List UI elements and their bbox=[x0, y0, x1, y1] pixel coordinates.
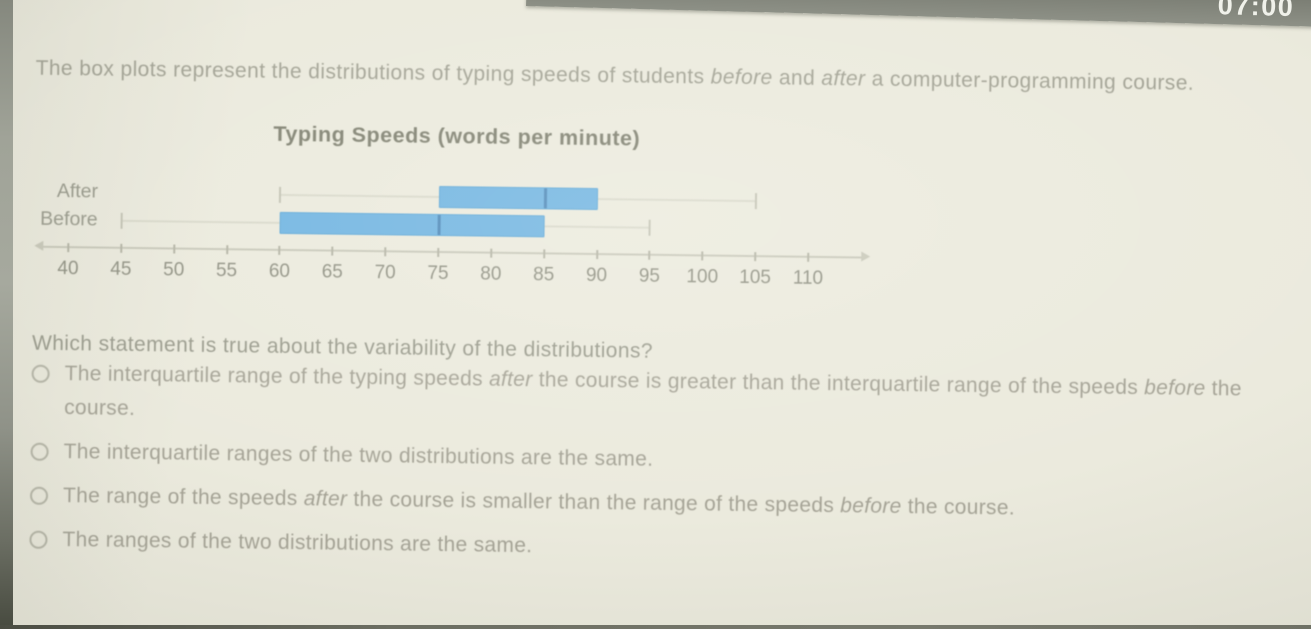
answer-option-label: The interquartile ranges of the two dist… bbox=[63, 440, 654, 471]
answer-option-3[interactable]: The range of the speeds after the course… bbox=[29, 479, 1270, 529]
answer-option-2[interactable]: The interquartile ranges of the two dist… bbox=[30, 435, 1270, 485]
axis-tick-100 bbox=[701, 251, 704, 261]
axis-tick-95 bbox=[648, 250, 651, 260]
radio-button[interactable] bbox=[29, 486, 49, 505]
median-line-after bbox=[543, 188, 547, 209]
whisker-cap-max-before bbox=[648, 219, 652, 236]
axis-tick-55 bbox=[225, 245, 228, 255]
axis-label-40: 40 bbox=[57, 257, 79, 280]
axis-tick-110 bbox=[807, 252, 810, 262]
axis-label-80: 80 bbox=[480, 263, 502, 285]
photo-left-edge bbox=[0, 0, 13, 629]
axis-tick-50 bbox=[172, 244, 176, 254]
axis-label-100: 100 bbox=[686, 266, 719, 288]
axis-label-110: 110 bbox=[792, 267, 824, 290]
axis-label-60: 60 bbox=[268, 260, 291, 283]
axis-tick-80 bbox=[490, 248, 493, 258]
axis-tick-45 bbox=[120, 243, 123, 253]
axis-label-95: 95 bbox=[638, 265, 661, 287]
radio-button[interactable] bbox=[29, 530, 48, 549]
median-line-before bbox=[437, 214, 441, 235]
box-after bbox=[438, 185, 598, 211]
radio-button[interactable] bbox=[31, 364, 50, 383]
radio-button[interactable] bbox=[30, 442, 49, 461]
axis-label-45: 45 bbox=[110, 258, 132, 280]
x-axis-left-arrow bbox=[34, 240, 44, 251]
series-label-after: After bbox=[56, 179, 99, 203]
axis-tick-40 bbox=[67, 243, 70, 253]
axis-tick-105 bbox=[754, 252, 757, 262]
answer-option-label: The ranges of the two distributions are … bbox=[62, 528, 533, 558]
whisker-cap-min-after bbox=[279, 186, 282, 203]
axis-label-50: 50 bbox=[162, 259, 185, 281]
axis-label-70: 70 bbox=[374, 262, 396, 284]
axis-label-90: 90 bbox=[585, 264, 608, 287]
answer-option-label: The interquartile range of the typing sp… bbox=[64, 362, 1242, 421]
whisker-cap-max-after bbox=[754, 193, 758, 210]
timer-text: 07:00 bbox=[1217, 0, 1295, 23]
x-axis-line bbox=[43, 245, 862, 259]
axis-tick-70 bbox=[384, 247, 387, 257]
chart-title: Typing Speeds (words per minute) bbox=[273, 121, 641, 151]
answer-option-4[interactable]: The ranges of the two distributions are … bbox=[29, 523, 1269, 573]
axis-tick-90 bbox=[595, 250, 598, 260]
axis-label-75: 75 bbox=[427, 262, 449, 285]
axis-tick-60 bbox=[278, 245, 281, 255]
axis-tick-65 bbox=[331, 246, 334, 256]
whisker-cap-min-before bbox=[120, 212, 123, 229]
axis-label-85: 85 bbox=[532, 264, 555, 286]
axis-tick-85 bbox=[542, 249, 546, 259]
axis-label-55: 55 bbox=[215, 260, 238, 282]
axis-label-65: 65 bbox=[321, 261, 343, 283]
answer-options: The interquartile range of the typing sp… bbox=[29, 357, 1272, 583]
photo-bottom-edge bbox=[0, 625, 1311, 629]
axis-tick-75 bbox=[437, 247, 440, 257]
answer-option-label: The range of the speeds after the course… bbox=[62, 484, 1016, 520]
series-label-before: Before bbox=[40, 207, 98, 231]
axis-label-105: 105 bbox=[739, 266, 772, 289]
x-axis-right-arrow bbox=[861, 251, 871, 262]
box-before bbox=[279, 211, 545, 238]
